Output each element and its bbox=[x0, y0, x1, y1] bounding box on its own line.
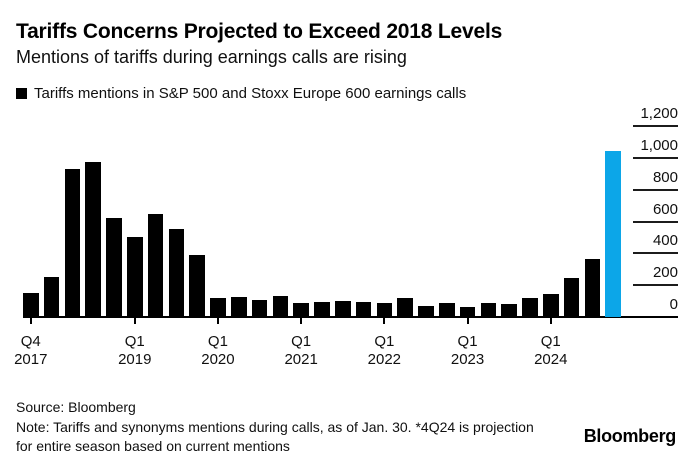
x-label-year: 2019 bbox=[118, 351, 152, 368]
x-tick-2023 bbox=[466, 318, 469, 324]
y-tick-line-200 bbox=[633, 284, 678, 287]
bar-q4-2023 bbox=[522, 297, 538, 317]
x-tick-2024 bbox=[549, 318, 552, 324]
x-label-year: 2022 bbox=[367, 351, 402, 368]
bloomberg-logo: Bloomberg bbox=[583, 426, 677, 446]
y-tick-label-200: 200 bbox=[652, 264, 678, 282]
bar-q2-2024 bbox=[563, 278, 580, 317]
bar-q4-2017 bbox=[23, 293, 39, 317]
y-tick-line-600 bbox=[633, 220, 678, 223]
x-label-year: 2017 bbox=[14, 351, 48, 368]
x-label-quarter: Q1 bbox=[540, 333, 561, 350]
x-label-year: 2023 bbox=[450, 351, 485, 368]
bar-q3-2019 bbox=[168, 228, 185, 317]
x-tick-2019 bbox=[133, 318, 136, 324]
source-text: Source: Bloomberg bbox=[16, 399, 136, 415]
bar-q4-2021 bbox=[355, 301, 372, 317]
x-label-quarter: Q1 bbox=[291, 333, 312, 350]
x-label-year: 2024 bbox=[534, 351, 568, 368]
bar-q3-2020 bbox=[251, 300, 268, 317]
bar-q2-2020 bbox=[231, 297, 247, 317]
x-label-year: 2021 bbox=[284, 351, 318, 368]
y-tick-label-600: 600 bbox=[652, 200, 678, 218]
legend: Tariffs mentions in S&P 500 and Stoxx Eu… bbox=[16, 85, 466, 102]
x-tick-2022 bbox=[383, 318, 386, 324]
x-tick-2017 bbox=[29, 318, 32, 324]
y-tick-line-400 bbox=[633, 252, 678, 255]
bar-q4-2018 bbox=[106, 218, 122, 317]
x-label-year: 2020 bbox=[201, 351, 235, 368]
x-label-quarter: Q4 bbox=[20, 333, 41, 350]
y-tick-label-1000: 1,000 bbox=[640, 136, 678, 154]
bar-q1-2022 bbox=[376, 302, 393, 317]
bar-q1-2018 bbox=[43, 277, 60, 317]
y-tick-label-1200: 1,200 bbox=[640, 105, 678, 122]
x-tick-label-2017: Q4 2017 bbox=[0, 333, 63, 369]
bar-q1-2020 bbox=[210, 297, 226, 317]
x-label-quarter: Q1 bbox=[207, 333, 228, 350]
note-text: Note: Tariffs and synonyms mentions duri… bbox=[16, 419, 534, 454]
bar-q4-2024-projection- bbox=[605, 151, 621, 317]
bar-q2-2019 bbox=[147, 213, 164, 317]
bar-q3-2024 bbox=[584, 258, 601, 317]
bar-q2-2021 bbox=[314, 301, 330, 317]
x-tick-2021 bbox=[300, 318, 303, 324]
x-tick-label-2019: Q1 2019 bbox=[103, 333, 167, 369]
x-label-quarter: Q1 bbox=[124, 333, 145, 350]
y-tick-label-800: 800 bbox=[652, 168, 678, 186]
x-label-quarter: Q1 bbox=[457, 333, 478, 350]
bar-q4-2022 bbox=[439, 302, 455, 317]
bar-q2-2022 bbox=[397, 297, 413, 317]
x-label-quarter: Q1 bbox=[374, 333, 395, 350]
bar-q4-2020 bbox=[272, 296, 289, 317]
x-axis-line bbox=[23, 316, 678, 318]
x-tick-label-2020: Q1 2020 bbox=[186, 333, 250, 369]
y-tick-line-1200 bbox=[633, 125, 678, 127]
bar-q1-2023 bbox=[459, 307, 476, 317]
bar-q1-2024 bbox=[543, 293, 559, 317]
y-tick-line-800 bbox=[633, 188, 678, 191]
y-tick-label-0: 0 bbox=[669, 296, 678, 313]
bar-q1-2021 bbox=[293, 302, 309, 317]
x-tick-label-2022: Q1 2022 bbox=[352, 333, 416, 369]
x-tick-label-2021: Q1 2021 bbox=[269, 333, 333, 369]
chart-title: Tariffs Concerns Projected to Exceed 201… bbox=[16, 20, 503, 43]
x-tick-2020 bbox=[216, 318, 219, 324]
chart-subtitle: Mentions of tariffs during earnings call… bbox=[16, 47, 407, 67]
bar-q3-2023 bbox=[501, 304, 517, 317]
bar-q1-2019 bbox=[127, 237, 143, 317]
bar-q4-2019 bbox=[189, 254, 205, 317]
x-tick-label-2023: Q1 2023 bbox=[436, 333, 500, 369]
bar-q2-2023 bbox=[480, 302, 497, 317]
y-tick-line-1000 bbox=[633, 156, 678, 159]
legend-label: Tariffs mentions in S&P 500 and Stoxx Eu… bbox=[34, 85, 467, 102]
x-tick-label-2024: Q1 2024 bbox=[519, 333, 583, 369]
bar-q2-2018 bbox=[64, 168, 81, 317]
bar-q3-2022 bbox=[418, 305, 434, 317]
legend-swatch-icon bbox=[16, 88, 27, 99]
bar-q3-2021 bbox=[335, 301, 351, 317]
y-tick-label-400: 400 bbox=[652, 232, 678, 250]
bar-q3-2018 bbox=[85, 161, 101, 317]
